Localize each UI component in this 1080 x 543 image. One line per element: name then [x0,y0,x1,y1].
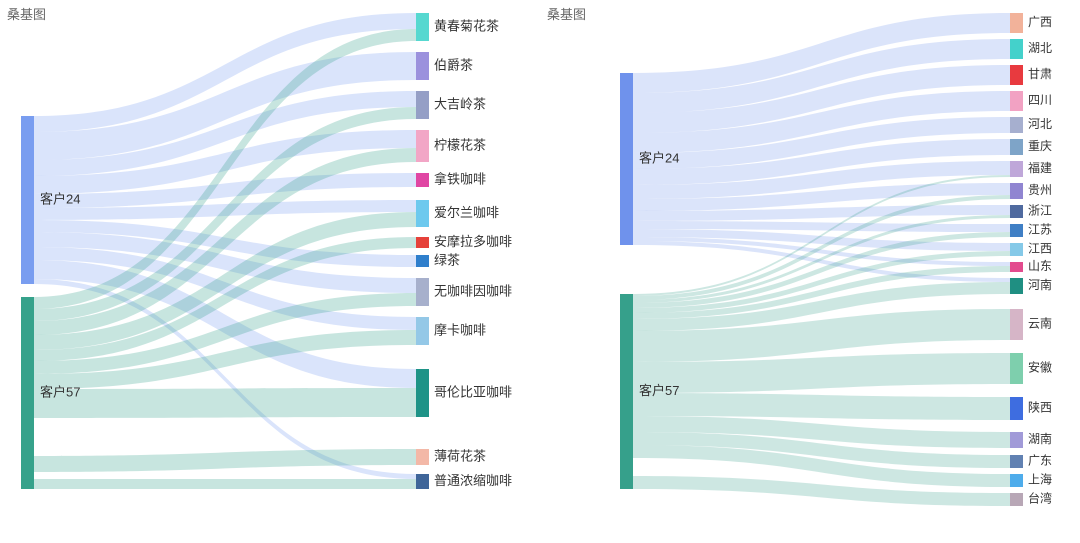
sankey-target-node[interactable] [416,91,429,119]
sankey-target-node[interactable] [1010,474,1023,487]
sankey-target-node[interactable] [1010,224,1023,237]
sankey-target-node[interactable] [416,317,429,345]
sankey-target-node[interactable] [1010,91,1023,111]
sankey-source-label: 客户24 [639,150,679,165]
sankey-target-node[interactable] [416,130,429,162]
sankey-target-node[interactable] [1010,432,1023,448]
sankey-target-node[interactable] [1010,39,1023,59]
sankey-target-node[interactable] [416,449,429,465]
sankey-target-label: 柠檬花茶 [434,137,486,152]
sankey-target-label: 山东 [1028,259,1052,273]
sankey-target-label: 贵州 [1028,183,1052,197]
sankey-source-node[interactable] [620,73,633,245]
sankey-target-label: 陕西 [1028,400,1052,415]
sankey-target-label: 黄春菊花茶 [434,18,499,33]
sankey-target-label: 安摩拉多咖啡 [434,234,512,249]
sankey-svg: 客户24 客户57 广西湖北甘肃四川河北重庆福建贵州浙江江苏江西山东河南云南安徽陕西… [540,0,1080,543]
sankey-target-node[interactable] [416,200,429,227]
sankey-target-label: 广东 [1028,454,1052,468]
sankey-target-label: 云南 [1028,316,1052,331]
sankey-target-node[interactable] [416,237,429,248]
sankey-source-label: 客户57 [40,384,80,399]
sankey-target-label: 爱尔兰咖啡 [434,205,499,220]
sankey-target-label: 四川 [1028,93,1052,107]
sankey-target-node[interactable] [1010,161,1023,177]
sankey-target-node[interactable] [1010,262,1023,272]
sankey-target-node[interactable] [1010,205,1023,218]
sankey-target-node[interactable] [1010,139,1023,155]
sankey-target-label: 拿铁咖啡 [434,171,486,186]
sankey-target-label: 广西 [1028,15,1052,29]
sankey-target-label: 福建 [1028,160,1052,175]
sankey-target-node[interactable] [1010,397,1023,420]
sankey-chart-left: 桑基图 客户24客户57黄春菊花茶伯爵茶大吉岭茶柠檬花茶拿铁咖啡爱尔兰咖啡安摩拉… [0,0,540,543]
sankey-target-label: 河北 [1028,117,1052,131]
sankey-target-label: 伯爵茶 [434,57,473,72]
sankey-target-label: 薄荷花茶 [434,448,486,463]
sankey-target-node[interactable] [1010,278,1023,294]
sankey-target-node[interactable] [416,474,429,489]
sankey-chart-right: 桑基图 客户24客户57广西湖北甘肃四川河北重庆福建贵州浙江江苏江西山东河南云南… [540,0,1080,543]
sankey-container: 桑基图 客户24客户57黄春菊花茶伯爵茶大吉岭茶柠檬花茶拿铁咖啡爱尔兰咖啡安摩拉… [0,0,1080,543]
sankey-target-node[interactable] [416,369,429,417]
sankey-target-label: 摩卡咖啡 [434,322,486,337]
sankey-target-node[interactable] [416,173,429,187]
sankey-target-label: 无咖啡因咖啡 [434,283,512,298]
sankey-target-node[interactable] [416,255,429,267]
sankey-target-label: 绿茶 [434,252,460,267]
sankey-target-label: 哥伦比亚咖啡 [434,384,512,399]
sankey-target-label: 安徽 [1028,360,1052,375]
sankey-target-label: 台湾 [1028,491,1052,506]
sankey-target-node[interactable] [416,13,429,41]
sankey-target-label: 普通浓缩咖啡 [434,473,512,488]
sankey-source-node[interactable] [21,116,34,284]
sankey-target-label: 重庆 [1028,139,1052,153]
sankey-target-node[interactable] [1010,455,1023,468]
sankey-svg: 客户24 客户57 黄春菊花茶伯爵茶大吉岭茶柠檬花茶拿铁咖啡爱尔兰咖啡安摩拉多咖啡绿… [0,0,540,543]
sankey-target-node[interactable] [1010,13,1023,33]
sankey-target-node[interactable] [1010,353,1023,384]
sankey-links [34,13,416,489]
sankey-source-label: 客户57 [639,383,679,398]
sankey-source-label: 客户24 [40,191,80,206]
sankey-link[interactable] [633,393,1010,420]
sankey-target-label: 江西 [1028,242,1052,256]
sankey-target-node[interactable] [1010,493,1023,506]
sankey-target-label: 河南 [1028,277,1052,292]
sankey-links [633,13,1010,506]
sankey-target-node[interactable] [1010,309,1023,340]
sankey-target-label: 浙江 [1028,204,1052,218]
sankey-target-node[interactable] [416,278,429,306]
sankey-target-label: 湖北 [1028,40,1052,55]
sankey-target-label: 甘肃 [1028,67,1052,81]
sankey-source-node[interactable] [21,297,34,489]
sankey-source-node[interactable] [620,294,633,489]
sankey-target-node[interactable] [416,52,429,80]
sankey-link[interactable] [34,388,416,418]
sankey-link[interactable] [34,479,416,489]
sankey-target-label: 大吉岭茶 [434,96,486,111]
sankey-target-node[interactable] [1010,183,1023,199]
sankey-target-node[interactable] [1010,117,1023,133]
sankey-target-node[interactable] [1010,243,1023,256]
sankey-target-node[interactable] [1010,65,1023,85]
sankey-target-label: 湖南 [1028,431,1052,446]
sankey-target-label: 江苏 [1028,223,1052,237]
sankey-target-label: 上海 [1028,472,1052,487]
